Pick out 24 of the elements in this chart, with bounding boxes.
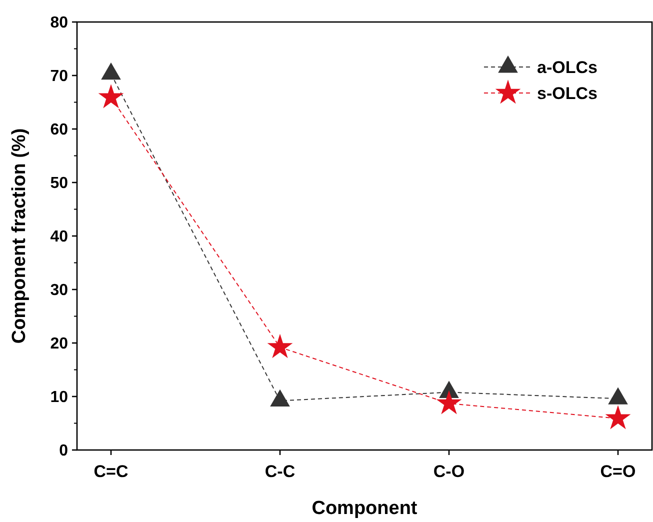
y-tick-label: 60 — [50, 122, 68, 139]
point — [101, 62, 121, 80]
x-axis-title: Component — [312, 498, 418, 519]
point — [267, 334, 293, 358]
point — [605, 405, 631, 430]
legend-label: s-OLCs — [537, 84, 598, 103]
x-tick-label: C-C — [264, 462, 296, 481]
point — [98, 84, 124, 108]
y-tick-label: 40 — [50, 228, 68, 246]
y-tick-label: 70 — [50, 68, 68, 86]
y-tick-label: 20 — [50, 336, 68, 353]
x-tick-label: C=O — [600, 462, 636, 481]
point — [270, 389, 290, 406]
y-tick-label: 30 — [50, 282, 68, 300]
legend-label: a-OLCs — [537, 58, 598, 77]
y-axis-title: Component fraction (%) — [9, 128, 30, 344]
y-tick-label: 0 — [59, 442, 68, 460]
point — [436, 390, 462, 414]
x-tick-label: C-O — [433, 462, 465, 481]
x-tick-label: C=C — [94, 462, 128, 481]
y-tick-label: 80 — [50, 14, 68, 32]
point — [608, 387, 628, 404]
y-tick-label: 10 — [50, 389, 68, 406]
y-tick-label: 50 — [50, 175, 68, 192]
